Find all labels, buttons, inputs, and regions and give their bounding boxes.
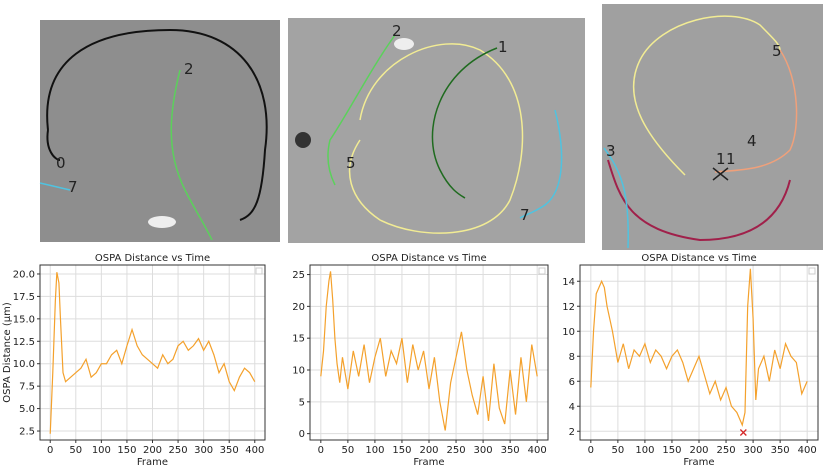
x-tick-label: 300: [194, 445, 213, 456]
x-tick-label: 0: [318, 445, 324, 456]
y-tick-label: 20: [292, 302, 305, 313]
track-label: 2: [184, 60, 194, 78]
track-label: 5: [346, 154, 356, 172]
y-tick-label: 15.0: [13, 314, 35, 325]
plot-frame: [579, 264, 819, 441]
y-tick-label: 20.0: [13, 269, 35, 280]
y-tick-label: 2.5: [19, 427, 35, 438]
plot-frame: [39, 264, 266, 441]
x-tick-label: 250: [446, 445, 465, 456]
image-3: 5 4 3 1 1: [602, 4, 823, 250]
x-axis-label: Frame: [137, 457, 168, 467]
x-tick-label: 50: [611, 445, 624, 456]
track-label: 1: [498, 38, 508, 56]
track-label: 4: [747, 132, 757, 150]
x-tick-label: 350: [220, 445, 239, 456]
chart-title: OSPA Distance vs Time: [641, 253, 756, 264]
x-tick-label: 150: [117, 445, 136, 456]
y-tick-label: 10: [292, 366, 305, 377]
image-1: 0 7 2: [39, 20, 280, 242]
y-tick-label: 10: [562, 327, 575, 338]
x-tick-label: 0: [588, 445, 594, 456]
y-tick-label: 4: [569, 402, 575, 413]
legend-box: [538, 267, 546, 275]
track-label: 7: [520, 206, 530, 224]
x-axis-label: Frame: [413, 457, 444, 467]
y-tick-label: 15: [292, 334, 305, 345]
x-tick-label: 400: [798, 445, 817, 456]
y-tick-label: 5.0: [19, 404, 35, 415]
chart-title: OSPA Distance vs Time: [95, 253, 210, 264]
data-line: [590, 268, 808, 427]
y-tick-label: 12: [562, 302, 575, 313]
x-tick-label: 350: [771, 445, 790, 456]
chart-title: OSPA Distance vs Time: [371, 253, 486, 264]
image-2: 2 1 5 7: [288, 18, 585, 243]
track-label: 0: [56, 154, 66, 172]
y-tick-label: 25: [292, 270, 305, 281]
x-tick-label: 200: [689, 445, 708, 456]
min-marker: [739, 429, 747, 436]
track-label: 7: [68, 178, 78, 196]
y-tick-label: 6: [569, 377, 575, 388]
x-tick-label: 100: [365, 445, 384, 456]
x-tick-label: 150: [662, 445, 681, 456]
x-tick-label: 200: [143, 445, 162, 456]
data-line: [320, 271, 538, 431]
track-label: 1: [716, 150, 726, 168]
x-tick-label: 50: [69, 445, 82, 456]
y-tick-label: 0: [299, 429, 305, 440]
x-tick-label: 300: [474, 445, 493, 456]
track-label: 5: [772, 42, 782, 60]
y-tick-label: 8: [569, 352, 575, 363]
x-tick-label: 200: [419, 445, 438, 456]
track-label: 3: [606, 142, 616, 160]
legend-box: [808, 267, 816, 275]
y-tick-label: 7.5: [19, 382, 35, 393]
plot-frame: [309, 264, 549, 441]
x-tick-label: 350: [501, 445, 520, 456]
y-tick-label: 5: [299, 397, 305, 408]
x-tick-label: 400: [245, 445, 264, 456]
legend-box: [255, 267, 263, 275]
y-tick-label: 2: [569, 427, 575, 438]
y-tick-label: 10.0: [13, 359, 35, 370]
x-tick-label: 0: [47, 445, 53, 456]
data-line: [49, 272, 256, 434]
track-label: 2: [392, 22, 402, 40]
x-tick-label: 150: [392, 445, 411, 456]
x-tick-label: 250: [716, 445, 735, 456]
x-tick-label: 400: [528, 445, 547, 456]
x-tick-label: 300: [744, 445, 763, 456]
y-tick-label: 17.5: [13, 292, 35, 303]
x-tick-label: 50: [341, 445, 354, 456]
x-tick-label: 100: [635, 445, 654, 456]
y-axis-label: OSPA Distance (μm): [2, 302, 13, 403]
x-tick-label: 100: [92, 445, 111, 456]
y-tick-label: 14: [562, 277, 575, 288]
x-axis-label: Frame: [683, 457, 714, 467]
track-label: 1: [726, 150, 736, 168]
y-tick-label: 12.5: [13, 337, 35, 348]
x-tick-label: 250: [169, 445, 188, 456]
